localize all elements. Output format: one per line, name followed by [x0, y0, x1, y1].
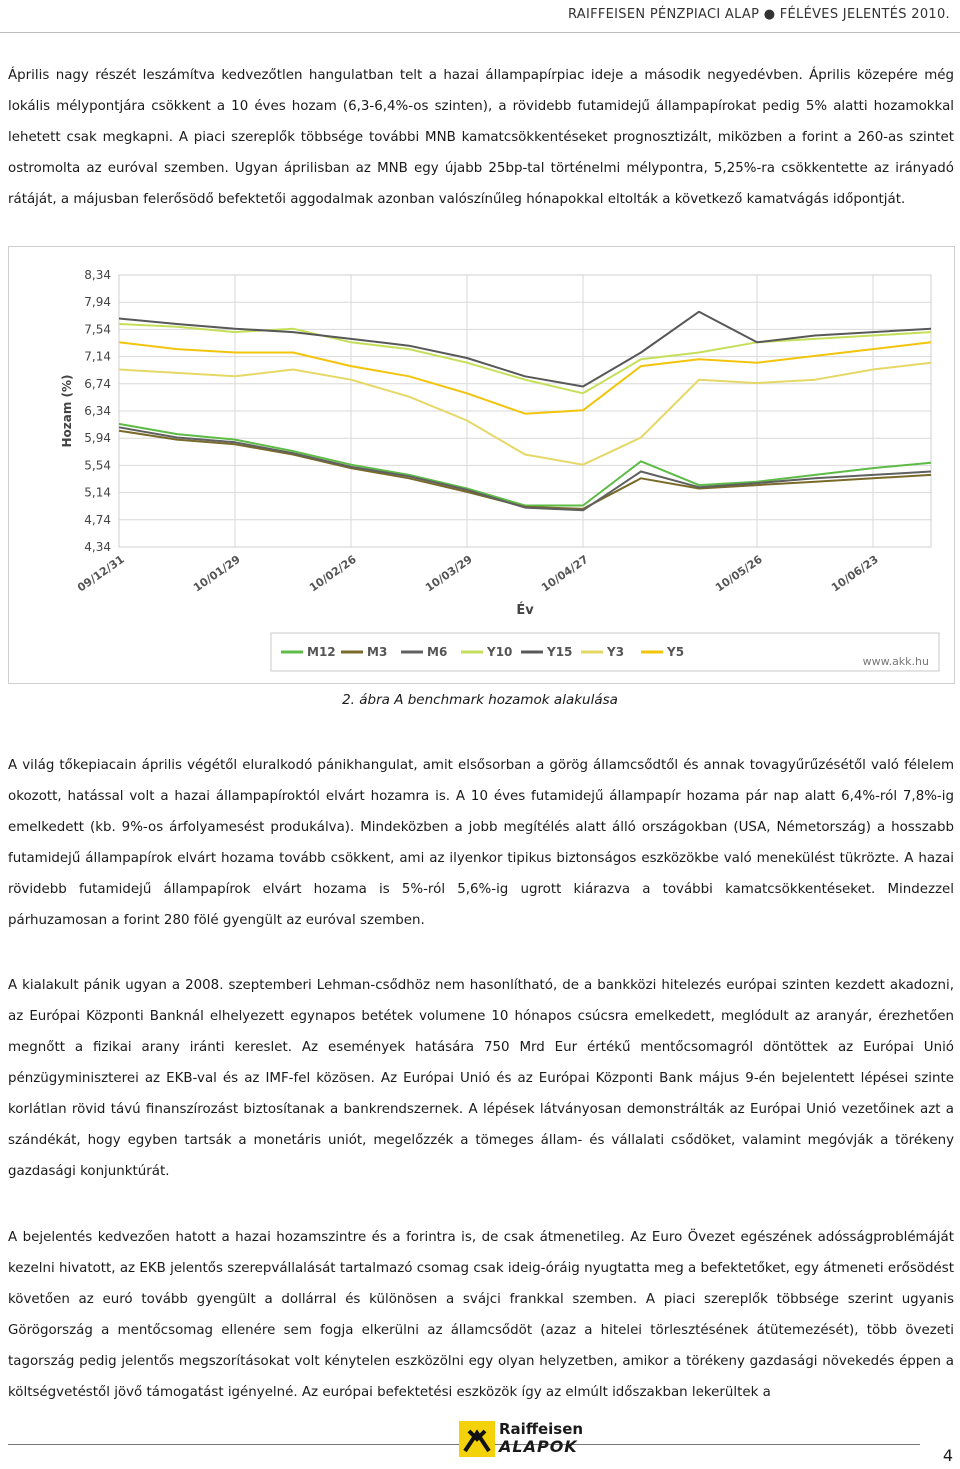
x-tick-label: 10/03/29: [423, 553, 475, 595]
yield-chart-svg: 8,34 7,94 7,54 7,14 6,74 6,34 5,94 5,54 5,14 4,74…: [60, 268, 940, 672]
y-tick-label: 5,54: [84, 458, 111, 472]
legend-label-y5: Y5: [666, 645, 684, 659]
x-tick-label: 10/02/26: [307, 553, 359, 595]
series-line-y15: [118, 310, 932, 388]
y-tick-label: 7,14: [84, 350, 111, 364]
raiffeisen-gable-icon: [459, 1421, 495, 1457]
paragraph-3: A kialakult pánik ugyan a 2008. szeptemb…: [8, 978, 954, 1179]
legend-label-y10: Y10: [486, 645, 512, 659]
paragraph-1: Április nagy részét leszámítva kedvezőtl…: [8, 68, 954, 207]
series-line-m6: [118, 426, 932, 512]
report-title: RAIFFEISEN PÉNZPIACI ALAP ● FÉLÉVES JELE…: [567, 7, 950, 22]
x-tick-label: 09/12/31: [75, 553, 127, 595]
series-line-m12: [118, 422, 932, 507]
paragraph-4: A bejelentés kedvezően hatott a hazai ho…: [8, 1230, 954, 1400]
legend-label-y15: Y15: [546, 645, 572, 659]
y-axis-label: Hozam (%): [60, 374, 74, 447]
legend-label-m3: M3: [367, 645, 387, 659]
plot-area: [118, 274, 932, 548]
legend-label-m6: M6: [427, 645, 447, 659]
x-tick-label: 10/01/29: [191, 553, 243, 595]
x-tick-label: 10/05/26: [713, 553, 765, 595]
y-tick-label: 6,74: [84, 377, 111, 391]
y-tick-label: 4,74: [84, 513, 111, 527]
legend-label-y3: Y3: [606, 645, 624, 659]
page-header: RAIFFEISEN PÉNZPIACI ALAP ● FÉLÉVES JELE…: [0, 0, 960, 33]
raiffeisen-logo: Raiffeisen ALAPOK: [459, 1420, 583, 1458]
x-axis-label: Év: [516, 602, 534, 618]
y-tick-label: 8,34: [84, 268, 111, 282]
series-line-y3: [118, 361, 932, 466]
series-line-y10: [118, 323, 932, 395]
series-line-y5: [118, 341, 932, 415]
y-tick-label: 4,34: [84, 540, 111, 554]
legend-box: [270, 632, 940, 672]
paragraph-2: A világ tőkepiacain április végétől elur…: [8, 758, 954, 928]
logo-line-1: Raiffeisen: [499, 1420, 584, 1438]
x-tick-label: 10/06/23: [829, 553, 881, 595]
y-tick-label: 7,94: [84, 295, 111, 309]
x-tick-label: 10/04/27: [539, 553, 591, 595]
yield-chart: 8,34 7,94 7,54 7,14 6,74 6,34 5,94 5,54 5,14 4,74…: [8, 246, 955, 684]
y-tick-label: 7,54: [84, 322, 111, 336]
y-tick-label: 5,94: [84, 431, 111, 445]
logo-line-2: ALAPOK: [499, 1437, 578, 1456]
source-label: www.akk.hu: [863, 655, 929, 668]
figure-caption: 2. ábra A benchmark hozamok alakulása: [342, 692, 618, 708]
y-tick-label: 6,34: [84, 404, 111, 418]
legend-label-m12: M12: [307, 645, 336, 659]
page-number: 4: [942, 1446, 953, 1465]
y-tick-label: 5,14: [84, 486, 111, 500]
